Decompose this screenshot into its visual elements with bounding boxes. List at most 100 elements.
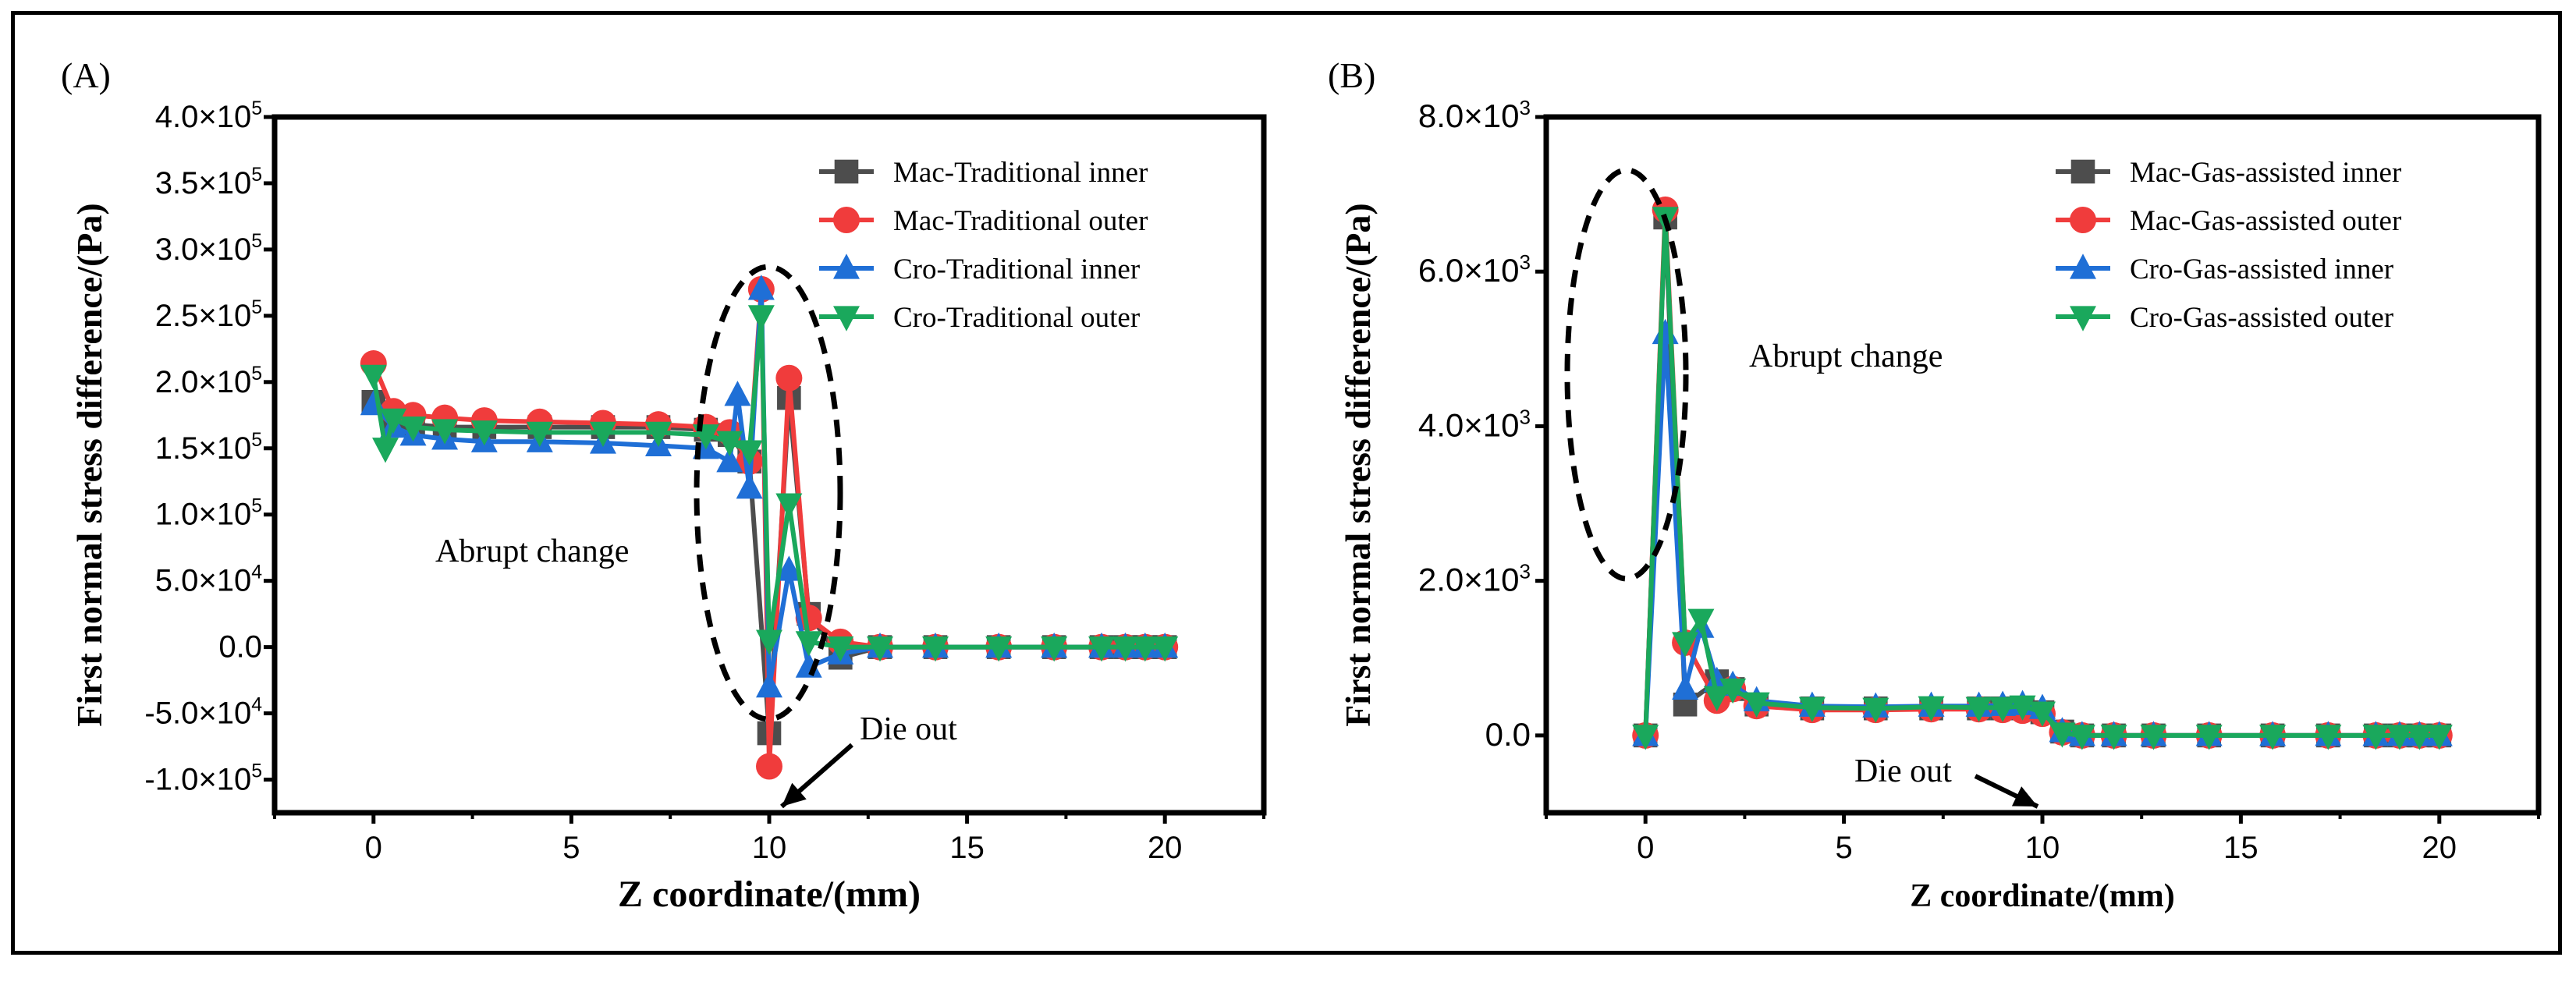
data-point [756,629,782,655]
legend-marker [2070,306,2096,331]
data-point [1652,318,1679,345]
y-tick-label: 1.0×105 [155,496,262,532]
data-point [2425,725,2453,750]
data-point [1703,686,1730,712]
data-point [1041,636,1068,662]
legend-marker [833,207,860,233]
y-tick-label: 1.5×105 [155,430,262,466]
y-tick-label: 8.0×103 [1418,96,1531,134]
legend-label: Cro-Gas-assisted inner [2130,253,2393,285]
x-tick-label: 15 [949,831,985,865]
legend-item: Mac-Gas-assisted outer [2056,205,2401,237]
data-point [372,438,399,463]
data-point [1672,632,1699,658]
data-point [922,636,949,662]
x-tick-label: 10 [2025,831,2060,865]
legend: Mac-Traditional inner Mac-Traditional out… [819,157,1148,334]
annotation-abrupt-change: Abrupt change [1749,339,1943,374]
data-point [380,408,407,434]
legend-label: Mac-Gas-assisted inner [2130,157,2401,189]
legend-marker [2070,159,2095,184]
legend-label: Mac-Gas-assisted outer [2130,205,2401,237]
data-point [747,305,775,331]
data-point [2140,725,2167,750]
data-point [1798,697,1826,722]
annotation-die-out: Die out [860,711,957,747]
data-point [1918,696,1945,721]
panel-label: (B) [1328,55,1375,95]
data-point [775,364,803,392]
y-tick-label: -1.0×105 [144,761,262,797]
data-point [1719,678,1747,704]
data-point [1965,697,1992,722]
legend-item: Mac-Traditional outer [819,205,1148,237]
data-point [716,431,743,456]
data-point [756,753,782,780]
legend-label: Cro-Traditional outer [893,302,1140,334]
data-point [2100,725,2127,750]
x-tick-label: 20 [1148,831,1183,865]
legend-marker [833,306,860,331]
data-point [2009,695,2036,721]
series-line [1643,214,2439,738]
legend-label: Mac-Traditional inner [893,157,1148,189]
legend-item: Mac-Traditional inner [819,157,1148,189]
data-point [1131,636,1158,662]
series-3 [1632,318,2453,746]
y-tick-label: 4.0×103 [1418,405,1531,443]
data-point [1088,636,1116,662]
legend-item: Mac-Gas-assisted inner [2056,157,2401,189]
x-axis-label: Z coordinate/(mm) [1910,878,2174,914]
data-point [1687,608,1715,634]
series-line [1643,207,2439,738]
die-out-arrowhead [2011,786,2038,807]
data-point [775,493,803,519]
series-line [1643,331,2439,738]
x-axis-label: Z coordinate/(mm) [618,874,921,915]
legend-marker [2070,253,2096,279]
y-tick-label: -5.0×104 [144,695,262,731]
data-point [1632,725,1659,750]
data-point [526,421,553,448]
y-tick-label: 0.0 [1485,716,1531,753]
data-point [867,636,894,662]
x-tick-label: 0 [1637,831,1654,865]
data-point [1862,697,1889,723]
legend-label: Cro-Traditional inner [893,253,1140,285]
data-point [1672,674,1699,700]
y-tick-label: 4.0×105 [155,98,262,134]
legend-marker [2070,207,2096,233]
x-tick-label: 15 [2223,831,2258,865]
legend-label: Mac-Traditional outer [893,205,1148,237]
y-tick-label: 2.0×105 [155,363,262,399]
data-point [716,447,743,473]
abrupt-change-ellipse [694,264,843,722]
data-point [2029,701,2056,727]
x-tick-label: 20 [2422,831,2457,865]
data-point [1112,636,1139,662]
data-point [2049,722,2076,748]
chart-panel-a: (A) 0 5 10 15 20 4.0×105 3.5×105 3.0×105 2.5×105 2… [61,55,1267,915]
data-point [2406,725,2433,750]
data-point [724,381,751,406]
data-point [747,275,775,300]
data-point [2362,725,2390,750]
y-tick-label: 3.0×105 [155,231,262,267]
chart-panel-b: (B) 0 5 10 15 20 8.0×103 6.0×103 4.0×103 2.0×103 0… [1328,55,2542,914]
y-axis-label: First normal stress difference/(Pa) [69,203,109,727]
data-point [985,636,1013,662]
annotation-abrupt-change: Abrupt change [435,534,629,569]
data-point [1989,697,2017,722]
data-point [775,555,803,581]
data-point [736,440,763,466]
data-point [644,421,672,448]
legend-item: Cro-Traditional outer [819,302,1140,334]
y-tick-label: 5.0×104 [155,562,262,598]
panel-label: (A) [61,55,111,95]
data-point [795,631,822,657]
data-point [736,473,763,499]
data-point [431,419,459,445]
data-point [1743,692,1770,718]
legend-item: Cro-Gas-assisted inner [2056,253,2393,285]
